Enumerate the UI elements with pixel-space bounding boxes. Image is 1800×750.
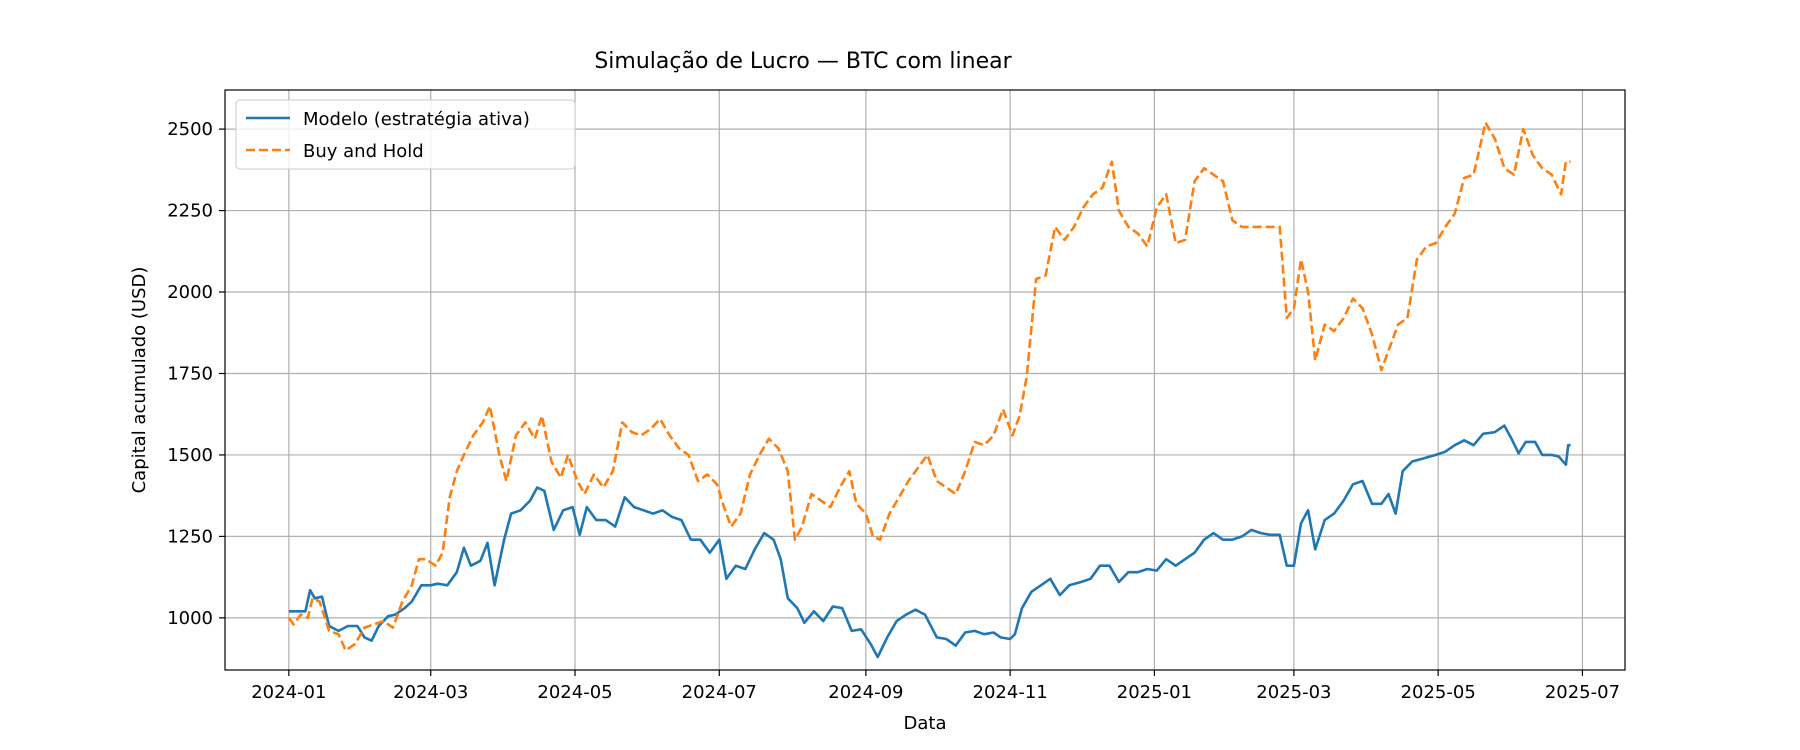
x-tick-label: 2025-03	[1256, 682, 1331, 703]
x-tick-label: 2024-03	[393, 682, 468, 703]
y-axis-label: Capital acumulado (USD)	[129, 267, 150, 494]
legend-label-buy-and-hold: Buy and Hold	[303, 141, 424, 162]
series-layer	[287, 121, 1571, 659]
y-tick-label: 2000	[167, 282, 213, 303]
x-tick-label: 2025-05	[1401, 682, 1476, 703]
y-tick-label: 2250	[167, 201, 213, 222]
chart-title: Simulação de Lucro — BTC com linear	[594, 49, 1012, 74]
x-tick-label: 2024-11	[973, 682, 1048, 703]
y-tick-label: 1250	[167, 526, 213, 547]
series-line-modelo	[288, 424, 1571, 659]
x-tick-label: 2024-07	[682, 682, 757, 703]
y-tick-label: 1000	[167, 608, 213, 629]
series-line-buy-and-hold	[287, 121, 1571, 652]
x-tick-label: 2024-09	[828, 682, 903, 703]
x-tick-label: 2024-05	[537, 682, 612, 703]
x-tick-label: 2025-07	[1545, 682, 1620, 703]
y-tick-label: 1750	[167, 363, 213, 384]
x-tick-label: 2025-01	[1117, 682, 1192, 703]
legend-box	[235, 99, 576, 170]
x-tick-label: 2024-01	[251, 682, 326, 703]
y-tick-label: 2500	[167, 119, 213, 140]
x-axis-label: Data	[904, 713, 947, 734]
legend-label-modelo: Modelo (estratégia ativa)	[303, 109, 530, 130]
y-axis-ticks: 1000 1250 1500 1750 2000 2250 2500	[167, 119, 225, 629]
legend: Modelo (estratégia ativa) Buy and Hold	[235, 99, 576, 170]
x-axis-ticks: 2024-01 2024-03 2024-05 2024-07 2024-09 2024-…	[251, 670, 1620, 703]
grid-layer	[225, 90, 1625, 670]
y-tick-label: 1500	[167, 445, 213, 466]
plot-area-frame	[224, 89, 1626, 671]
